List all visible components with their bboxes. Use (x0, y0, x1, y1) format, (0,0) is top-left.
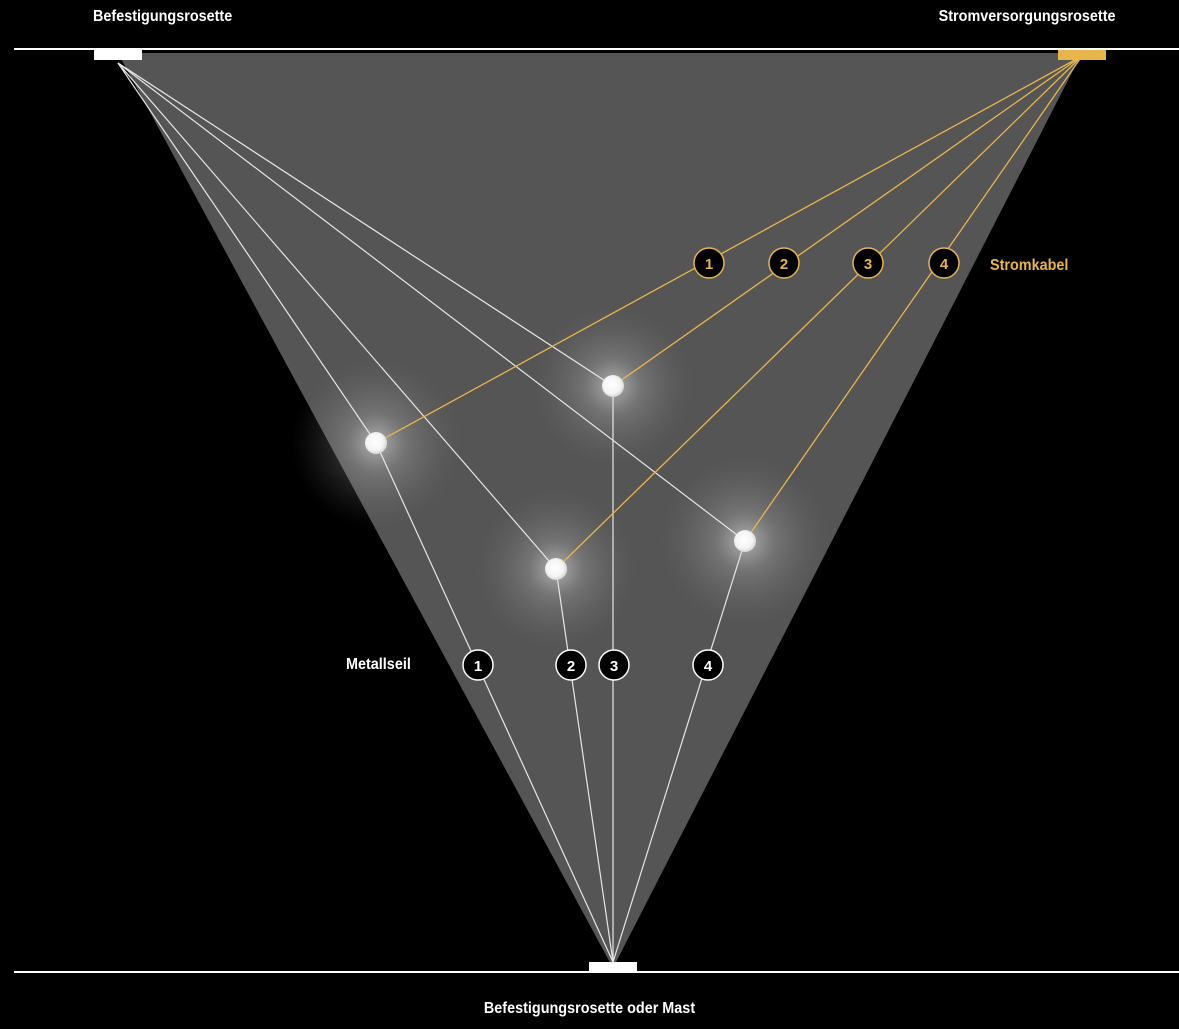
bulb-1 (365, 432, 387, 454)
power-cable-badges: 1 2 3 4 (693, 247, 960, 279)
top-right-power-mount-label: Stromversorgungsrosette (938, 8, 1115, 25)
rope-top-3 (117, 62, 614, 387)
bulb-3 (602, 375, 624, 397)
rope-badge-4-text: 4 (704, 658, 713, 675)
bulb-2 (545, 558, 567, 580)
rope-badge-3: 3 (598, 649, 630, 681)
cable-3 (555, 55, 1083, 570)
mount-top-right (1058, 50, 1106, 60)
rope-top-4 (117, 62, 746, 542)
rope-badge-2-text: 2 (567, 658, 575, 675)
cable-badge-2-text: 2 (780, 256, 788, 273)
metal-ropes (117, 62, 746, 963)
rope-bottom-2 (555, 568, 614, 963)
mount-bottom (589, 962, 637, 972)
rope-bottom-4 (612, 540, 746, 963)
cable-badge-4-text: 4 (940, 256, 949, 273)
rope-top-1 (117, 62, 377, 444)
cable-badge-1-text: 1 (705, 256, 713, 273)
rope-badge-1: 1 (462, 649, 494, 681)
rope-top-2 (117, 62, 557, 570)
rope-badge-2: 2 (555, 649, 587, 681)
power-cables (375, 55, 1083, 570)
cable-badge-2: 2 (768, 247, 800, 279)
bulb-4 (734, 530, 756, 552)
cable-badge-3: 3 (852, 247, 884, 279)
metal-rope-label: Metallseil (346, 656, 411, 673)
cable-badge-4: 4 (928, 247, 960, 279)
rope-badge-1-text: 1 (474, 658, 482, 675)
bottom-mount-label: Befestigungsrosette oder Mast (483, 1000, 696, 1017)
metal-rope-badges: 1 2 3 4 (462, 649, 724, 681)
mount-top-left (94, 50, 142, 60)
power-cable-label: Stromkabel (990, 257, 1069, 274)
rope-badge-4: 4 (692, 649, 724, 681)
light-bulbs (365, 375, 756, 580)
rope-badge-3-text: 3 (610, 658, 618, 675)
rope-bottom-1 (375, 442, 614, 963)
cable-1 (375, 55, 1083, 444)
cable-badge-3-text: 3 (864, 256, 872, 273)
cable-badge-1: 1 (693, 247, 725, 279)
cable-4 (744, 55, 1083, 542)
cable-2 (612, 55, 1083, 387)
top-left-mount-label: Befestigungsrosette (93, 8, 233, 25)
